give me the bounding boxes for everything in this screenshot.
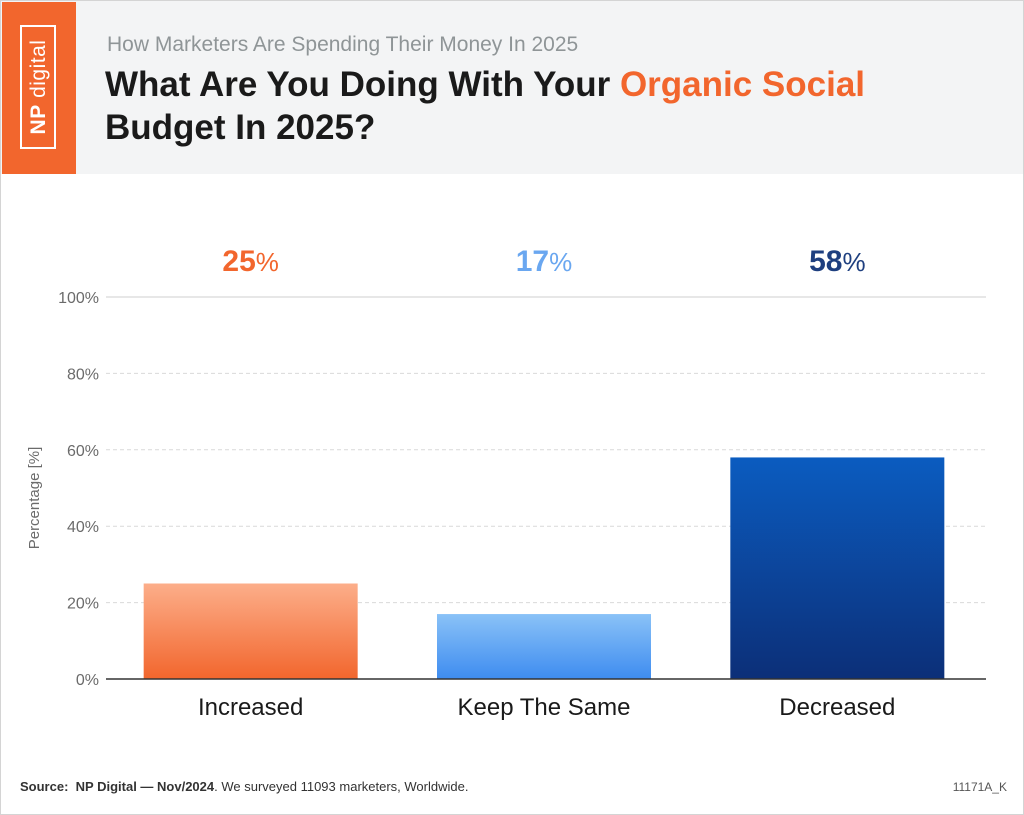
bar-decreased [730,457,945,679]
logo-frame [20,25,56,149]
value-number: 25 [222,245,255,278]
value-label: 17% [516,245,573,278]
np-digital-logo: NP digital [2,2,76,174]
title-highlight: Organic Social [619,65,866,104]
bar-increased [143,583,358,679]
x-category-label: Keep The Same [457,694,630,721]
value-label: 25% [222,245,279,278]
title-part1: What Are You Doing With Your [105,65,620,104]
chart-title: What Are You Doing With Your Organic Soc… [105,63,1005,149]
bar-keep-the-same [437,614,651,679]
y-tick-label-80: 80% [67,366,99,383]
chart-subtitle: How Marketers Are Spending Their Money I… [107,33,579,56]
y-tick-label-100: 100% [58,290,99,307]
value-number: 58 [809,245,842,278]
title-part2: Budget In 2025? [105,108,376,147]
x-category-label: Decreased [779,694,895,721]
y-tick-label-60: 60% [67,443,99,460]
y-tick-label-20: 20% [67,596,99,613]
y-tick-label-40: 40% [67,519,99,536]
source-note: Source: NP Digital — Nov/2024. We survey… [20,779,468,794]
source-detail: . We surveyed 11093 marketers, Worldwide… [214,779,469,794]
y-tick-label-0: 0% [76,672,99,689]
value-percent-sign: % [842,247,865,277]
x-category-label: Increased [198,694,303,721]
header: NP digital How Marketers Are Spending Th… [1,1,1023,174]
value-percent-sign: % [549,247,572,277]
value-percent-sign: % [256,247,279,277]
value-label: 58% [809,245,866,278]
source-label: Source: [20,779,69,794]
source-name: NP Digital — Nov/2024 [75,779,215,794]
y-axis-label: Percentage [%] [26,447,43,550]
figure-code: 11171A_K [952,780,1007,794]
value-number: 17 [516,245,549,278]
